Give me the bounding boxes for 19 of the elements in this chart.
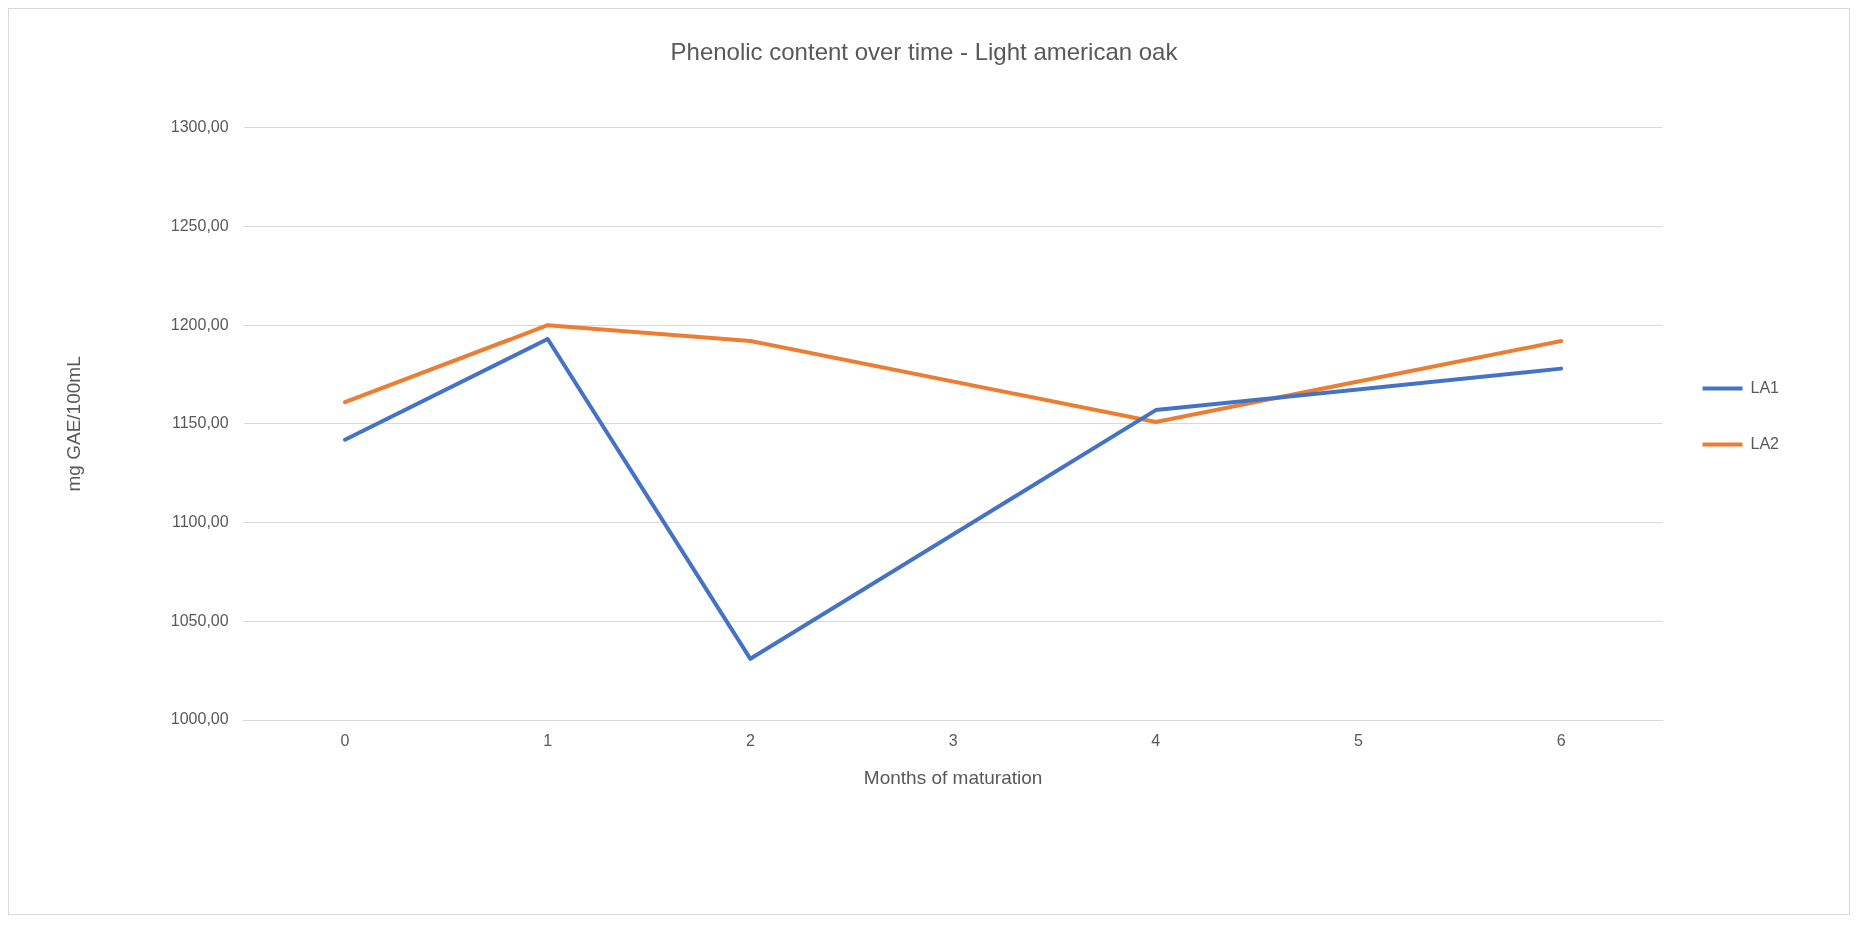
chart-title: Phenolic content over time - Light american oak	[670, 38, 1179, 66]
y-tick-label: 1250,00	[170, 216, 229, 234]
y-tick-label: 1100,00	[171, 513, 229, 531]
y-tick-label: 1000,00	[170, 710, 229, 728]
y-axis-title: mg GAE/100mL	[62, 356, 84, 492]
x-tick-label: 4	[1151, 732, 1161, 750]
x-tick-label: 2	[745, 732, 755, 750]
x-axis-title: Months of maturation	[863, 766, 1043, 788]
y-tick-label: 1300,00	[170, 118, 229, 136]
legend-label: LA1	[1750, 378, 1780, 396]
x-tick-label: 5	[1354, 732, 1364, 750]
x-tick-label: 1	[543, 732, 553, 750]
y-tick-label: 1200,00	[170, 315, 229, 333]
x-tick-label: 0	[340, 732, 350, 750]
x-tick-label: 6	[1556, 732, 1566, 750]
y-tick-label: 1050,00	[170, 611, 229, 629]
x-tick-label: 3	[948, 732, 958, 750]
y-tick-label: 1150,00	[171, 414, 229, 432]
legend-label: LA2	[1750, 434, 1780, 452]
